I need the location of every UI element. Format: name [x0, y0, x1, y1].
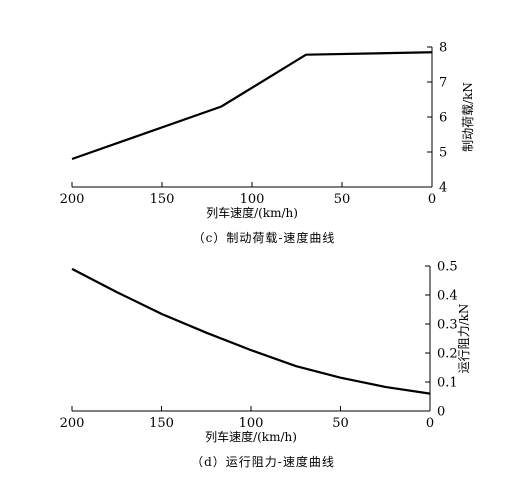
x-axis-label: 列车速度/(km/h) [205, 429, 297, 444]
x-tick-label: 50 [334, 192, 351, 207]
x-tick-label: 0 [428, 192, 436, 207]
y-tick-label: 0.3 [437, 318, 458, 333]
x-tick-label: 100 [239, 416, 264, 431]
y-tick-label: 6 [439, 111, 447, 126]
y-tick-label: 0.2 [437, 347, 458, 362]
y-tick-label: 0.4 [437, 289, 458, 304]
y-tick-label: 7 [439, 76, 447, 91]
chart-caption: （d）运行阻力-速度曲线 [191, 454, 335, 469]
x-tick-label: 0 [426, 416, 434, 431]
x-tick-label: 50 [332, 416, 349, 431]
y-axis-label: 运行阻力/kN [457, 304, 471, 374]
y-tick-label: 8 [439, 41, 447, 56]
y-tick-label: 0.1 [437, 376, 458, 391]
x-axis-label: 列车速度/(km/h) [206, 205, 298, 220]
series-line [71, 51, 433, 161]
x-tick-label: 150 [150, 192, 175, 207]
y-tick-label: 4 [439, 181, 447, 196]
series-line [71, 267, 431, 395]
x-tick-label: 100 [240, 192, 265, 207]
x-tick-label: 200 [60, 192, 85, 207]
chart-caption: （c）制动荷载-速度曲线 [193, 230, 336, 245]
x-tick-label: 200 [60, 416, 85, 431]
x-tick-label: 150 [149, 416, 174, 431]
y-tick-label: 0.5 [437, 260, 458, 275]
y-tick-label: 0 [437, 405, 445, 420]
y-tick-label: 5 [439, 146, 447, 161]
y-axis-label: 制动荷载/kN [461, 82, 475, 152]
